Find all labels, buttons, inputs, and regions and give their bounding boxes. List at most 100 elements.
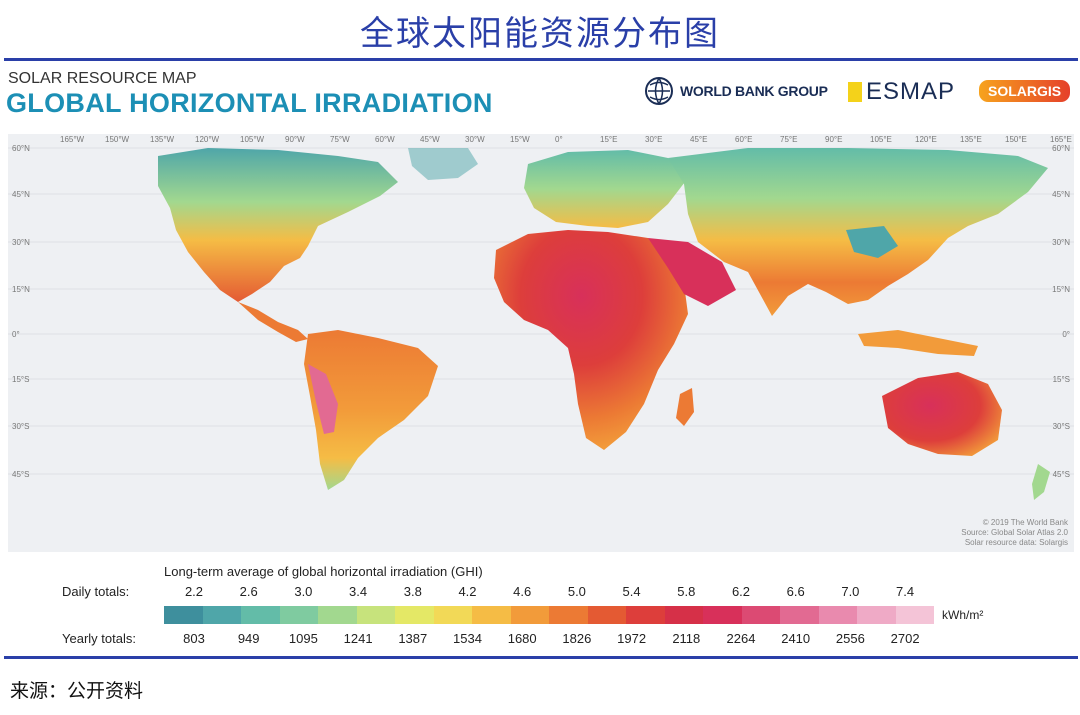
yearly-totals-label: Yearly totals: — [62, 631, 136, 646]
longitude-label: 105°W — [240, 135, 265, 144]
world-bank-logo: WORLD BANK GROUP — [644, 76, 828, 106]
world-irradiation-map — [8, 147, 1074, 552]
esmap-logo: ESMAP — [848, 78, 955, 106]
latitude-label: 45°N — [12, 190, 30, 199]
daily-tick-label: 4.6 — [513, 584, 532, 599]
longitude-label: 90°W — [285, 135, 305, 144]
longitude-label: 45°W — [420, 135, 440, 144]
longitude-label: 60°E — [735, 135, 753, 144]
daily-tick-label: 3.4 — [349, 584, 368, 599]
longitude-label: 120°W — [195, 135, 220, 144]
latitude-label: 15°S — [12, 375, 30, 384]
legend-color-swatch — [703, 606, 742, 624]
longitude-label: 165°W — [60, 135, 85, 144]
legend-color-swatch — [202, 606, 241, 624]
latitude-label: 0° — [1062, 330, 1070, 339]
latitude-label: 45°N — [1052, 190, 1070, 199]
world-map: 165°W 150°W 135°W 120°W 105°W 90°W 75°W 60°W 45°… — [8, 134, 1074, 552]
longitude-label: 120°E — [915, 135, 937, 144]
yearly-tick-label: 1095 — [288, 631, 318, 646]
legend-color-swatch — [818, 606, 857, 624]
yearly-tick-label: 2264 — [726, 631, 756, 646]
latitude-label: 60°N — [12, 144, 30, 153]
central-america-landmass — [238, 302, 308, 342]
daily-tick-label: 5.4 — [622, 584, 641, 599]
esmap-logo-mark — [848, 82, 862, 102]
legend-color-swatch — [549, 606, 588, 624]
legend-color-swatch — [510, 606, 549, 624]
latitude-label: 15°S — [1052, 375, 1070, 384]
arabian-peninsula-landmass — [648, 238, 736, 306]
longitude-label: 15°W — [510, 135, 530, 144]
credit-line: © 2019 The World Bank — [982, 518, 1068, 527]
longitude-label: 105°E — [870, 135, 892, 144]
page-title: 全球太阳能资源分布图 — [360, 14, 720, 54]
bottom-rule — [4, 656, 1078, 659]
yearly-tick-label: 1534 — [453, 631, 482, 646]
new-zealand-landmass — [1032, 464, 1050, 500]
esmap-logo-text: ESMAP — [866, 78, 956, 105]
yearly-tick-label: 949 — [237, 631, 260, 646]
latitude-label: 15°N — [12, 285, 30, 294]
map-bottom-edge — [8, 536, 1074, 552]
andes-high-irradiation — [308, 364, 338, 434]
yearly-tick-label: 1826 — [562, 631, 592, 646]
legend-color-swatch — [626, 606, 665, 624]
legend-color-swatch — [164, 606, 203, 624]
longitude-label: 30°E — [645, 135, 663, 144]
map-subtitle: SOLAR RESOURCE MAP — [8, 70, 197, 87]
yearly-tick-label: 1972 — [617, 631, 647, 646]
latitude-label: 30°S — [12, 422, 30, 431]
credit-line: Solar resource data: Solargis — [964, 538, 1068, 547]
solargis-logo: SOLARGIS — [979, 80, 1071, 102]
latitude-label: 45°S — [1052, 470, 1070, 479]
top-rule — [4, 58, 1078, 61]
legend-color-swatch — [741, 606, 780, 624]
legend-color-swatch — [895, 606, 934, 624]
australia-landmass — [882, 372, 1002, 456]
longitude-label: 90°E — [825, 135, 843, 144]
yearly-tick-label: 2118 — [672, 631, 701, 646]
south-america-landmass — [304, 330, 438, 490]
longitude-label: 0° — [555, 135, 563, 144]
legend-color-swatch — [395, 606, 434, 624]
yearly-tick-label: 2702 — [890, 631, 920, 646]
legend-color-swatch — [241, 606, 280, 624]
daily-tick-label: 6.2 — [731, 584, 751, 599]
latitude-label: 30°N — [1052, 238, 1070, 247]
legend-color-swatch — [857, 606, 896, 624]
source-note: 来源：公开资料 — [10, 680, 144, 702]
longitude-label: 75°W — [330, 135, 350, 144]
longitude-label: 30°W — [465, 135, 485, 144]
legend-unit: kWh/m² — [942, 608, 984, 622]
daily-tick-label: 5.8 — [677, 584, 696, 599]
latitude-label: 30°N — [12, 238, 30, 247]
daily-tick-label: 2.6 — [239, 584, 258, 599]
credit-line: Source: Global Solar Atlas 2.0 — [961, 528, 1068, 537]
longitude-label: 150°E — [1005, 135, 1027, 144]
longitude-label: 150°W — [105, 135, 130, 144]
yearly-tick-label: 2410 — [781, 631, 811, 646]
legend-color-bar — [164, 606, 934, 624]
southeast-asia-islands — [858, 330, 978, 356]
map-title: GLOBAL HORIZONTAL IRRADIATION — [6, 88, 493, 118]
longitude-label: 45°E — [690, 135, 708, 144]
longitude-label: 135°E — [960, 135, 982, 144]
legend-color-swatch — [587, 606, 626, 624]
legend-color-swatch — [433, 606, 472, 624]
legend-color-swatch — [780, 606, 819, 624]
north-america-landmass — [158, 148, 398, 302]
solar-map-panel: SOLAR RESOURCE MAP GLOBAL HORIZONTAL IRR… — [4, 62, 1078, 654]
yearly-tick-label: 803 — [183, 631, 205, 646]
legend-color-swatch — [318, 606, 357, 624]
longitude-label: 165°E — [1050, 135, 1072, 144]
daily-tick-label: 3.8 — [403, 584, 422, 599]
yearly-tick-label: 1680 — [507, 631, 537, 646]
latitude-label: 30°S — [1052, 422, 1070, 431]
daily-tick-label: 7.4 — [896, 584, 915, 599]
greenland-landmass — [408, 148, 478, 180]
legend-color-swatch — [356, 606, 395, 624]
daily-totals-label: Daily totals: — [62, 584, 130, 599]
europe-landmass — [524, 150, 688, 228]
latitude-label: 60°N — [1052, 144, 1070, 153]
